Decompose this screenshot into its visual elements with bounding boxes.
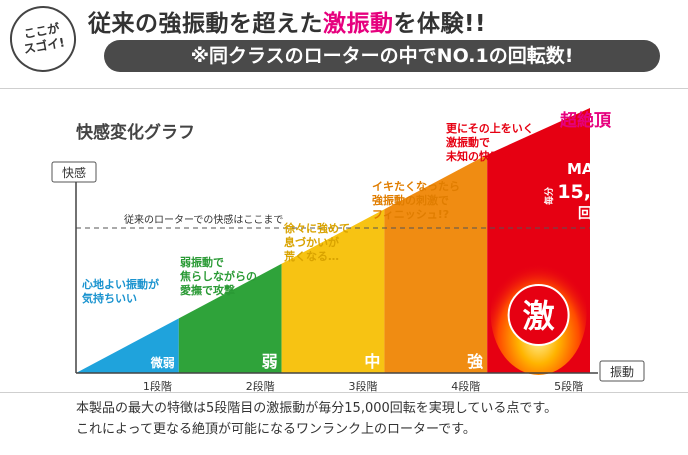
- tick-label-2: 2段階: [246, 379, 275, 392]
- annotation-5-line-2: 激振動で: [446, 135, 490, 149]
- headline-accent: 激振動: [323, 11, 394, 37]
- caption-line-1: 本製品の最大の特徴は5段階目の激振動が毎分15,000回転を実現している点です。: [76, 401, 558, 416]
- annotation-5-line-3: 未知の快感を: [445, 149, 512, 163]
- fire-circle: [507, 284, 570, 346]
- annotation-5-line-1: 更にその上をいく: [446, 121, 534, 135]
- caption-line-2: これによって更なる絶頂が可能になるワンランク上のローターです。: [76, 422, 476, 437]
- bar-label-5: 激: [523, 297, 555, 335]
- tick-label-3: 3段階: [349, 379, 378, 392]
- bottom-divider: [0, 392, 688, 393]
- headline-part-2: を体験!!: [393, 11, 486, 37]
- subtitle-bar: ※同クラスのローターの中でNO.1の回転数!: [104, 40, 660, 72]
- segment-2: [178, 263, 282, 373]
- annotation-2-line-2: 焦らしながらの: [179, 269, 257, 283]
- bar-label-2: 弱: [262, 352, 278, 371]
- headline: 従来の強振動を超えた激振動を体験!!: [88, 4, 684, 38]
- annotation-2-line-1: 弱振動で: [180, 255, 224, 269]
- segment-1: [76, 318, 179, 373]
- x-axis-label: 振動: [610, 365, 634, 379]
- annotation-3-line-1: 徐々に強めて: [283, 221, 350, 235]
- y-axis-label-box: [51, 161, 97, 183]
- annotation-2-line-3: 愛撫で攻撃: [180, 283, 235, 297]
- bar-label-3: 中: [364, 352, 380, 371]
- segment-4: [384, 154, 488, 373]
- segment-3: [281, 209, 385, 373]
- annotation-4-line-2: 強振動の刺激で: [372, 193, 449, 207]
- top-divider: [0, 88, 688, 89]
- tick-label-4: 4段階: [451, 379, 480, 392]
- annotation-1-line-1: 心地よい振動が: [82, 277, 159, 291]
- annotation-3-line-3: 荒くなる…: [283, 249, 339, 263]
- headline-part-1: 従来の強振動を超えた: [88, 11, 323, 37]
- peak-value: 15,000: [557, 181, 630, 203]
- chart-title: 快感変化グラフ: [76, 122, 195, 143]
- tick-label-5: 5段階: [554, 379, 583, 392]
- y-axis-label: 快感: [62, 165, 86, 180]
- bar-label-4: 強: [467, 352, 483, 371]
- peak-max-label: MAX: [567, 160, 606, 178]
- reference-line-label: 従来のローターでの快感はここまで: [124, 213, 283, 226]
- annotation-3-line-2: 息づかいが: [284, 235, 339, 249]
- x-axis-label-box: [599, 360, 645, 382]
- peak-unit-prefix: 毎分: [543, 187, 555, 205]
- annotation-4-line-3: フィニッシュ!?: [372, 208, 449, 221]
- tick-label-1: 1段階: [143, 379, 172, 392]
- peak-unit: 回転: [578, 205, 606, 222]
- subtitle-text: ※同クラスのローターの中でNO.1の回転数!: [190, 45, 574, 67]
- bar-label-1: 微弱: [150, 355, 175, 370]
- caption: 本製品の最大の特徴は5段階目の激振動が毎分15,000回転を実現している点です。…: [76, 398, 676, 440]
- peak-label: 超絶頂: [560, 110, 612, 131]
- annotation-4-line-1: イキたくなったら: [372, 180, 460, 193]
- annotation-1-line-2: 気持ちいい: [82, 291, 137, 305]
